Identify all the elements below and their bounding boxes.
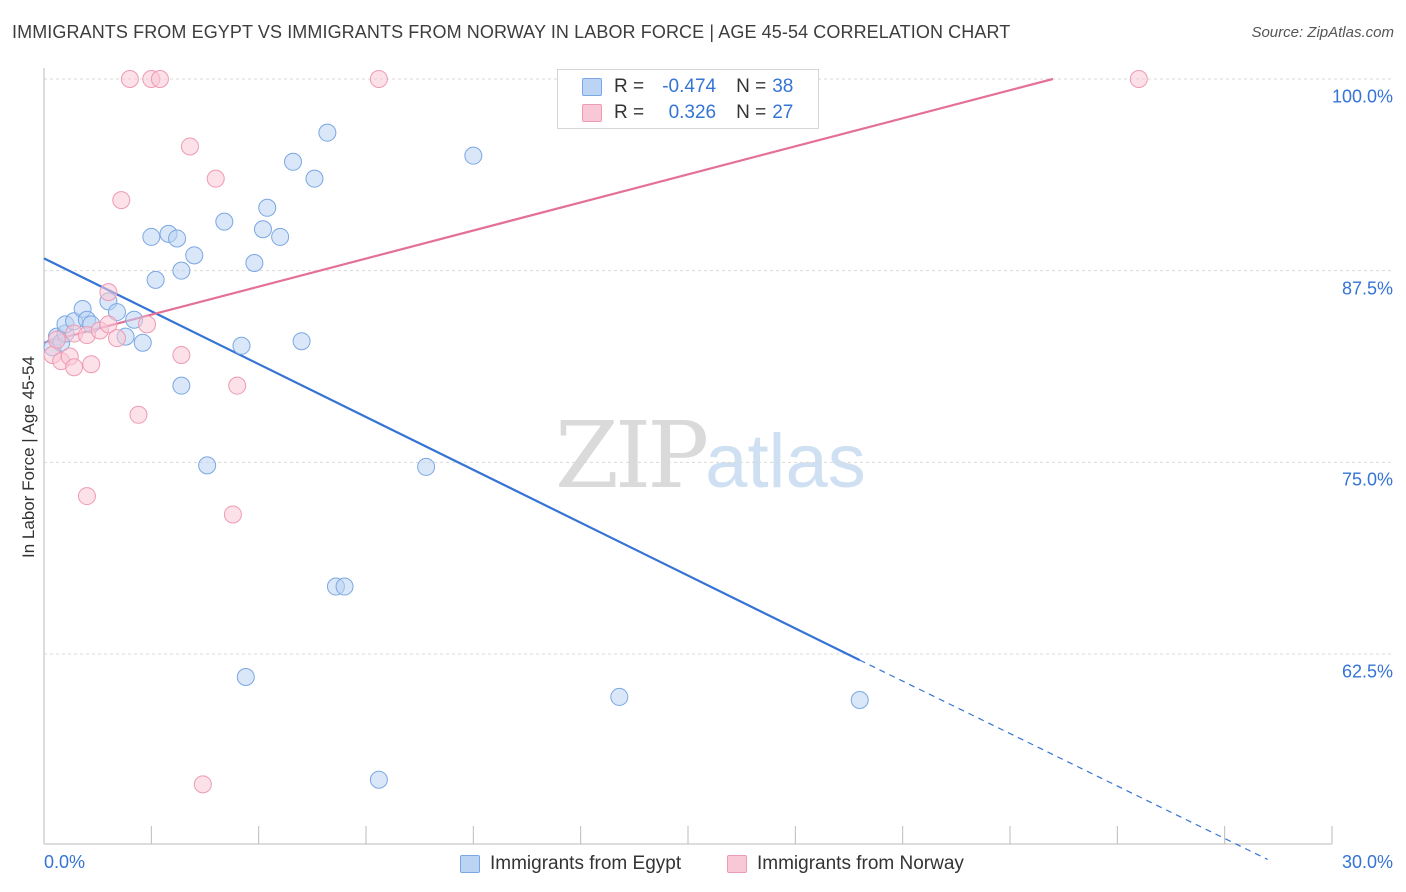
egypt-point bbox=[369, 770, 388, 789]
egypt-point bbox=[610, 687, 629, 706]
r-label: R = bbox=[614, 76, 645, 97]
egypt-point bbox=[417, 457, 436, 476]
norway-point bbox=[77, 487, 96, 506]
egypt-point bbox=[305, 169, 324, 188]
axes bbox=[43, 68, 1333, 845]
egypt-point bbox=[258, 198, 277, 217]
norway-point bbox=[99, 283, 118, 302]
egypt-point bbox=[185, 246, 204, 265]
norway-point bbox=[1129, 70, 1148, 88]
egypt-point bbox=[107, 303, 126, 322]
trendlines bbox=[43, 77, 1268, 861]
data-points bbox=[43, 70, 1148, 794]
legend-item-egypt[interactable]: Immigrants from Egypt bbox=[460, 852, 681, 876]
watermark-atlas: atlas bbox=[705, 419, 866, 504]
norway-point bbox=[82, 355, 101, 374]
norway-point bbox=[99, 315, 118, 334]
x-tick-label-max: 30.0% bbox=[1341, 852, 1393, 872]
egypt-point bbox=[236, 668, 255, 686]
egypt-point bbox=[168, 229, 187, 248]
norway-legend-swatch bbox=[727, 855, 747, 873]
norway-point bbox=[369, 70, 388, 88]
norway-point bbox=[112, 191, 131, 210]
stats-legend-row-norway: R = 0.326 N = 27 bbox=[582, 101, 813, 125]
y-axis-label: In Labor Force | Age 45-54 bbox=[19, 356, 38, 558]
egypt-point bbox=[245, 254, 264, 272]
egypt-point bbox=[284, 152, 303, 171]
r-value: -0.474 bbox=[662, 76, 717, 97]
n-label: N = bbox=[736, 76, 767, 97]
norway-swatch bbox=[582, 104, 602, 122]
norway-point bbox=[206, 169, 225, 188]
norway-point bbox=[228, 376, 247, 395]
egypt-legend-swatch bbox=[460, 855, 480, 873]
egypt-point bbox=[215, 212, 234, 231]
norway-point bbox=[223, 505, 242, 524]
stats-legend: R = -0.474 N = 38 R = 0.326 N = 27 bbox=[557, 69, 819, 129]
egypt-point bbox=[198, 456, 217, 475]
norway-legend-label: Immigrants from Norway bbox=[757, 853, 964, 874]
n-value: 27 bbox=[772, 102, 794, 123]
norway-point bbox=[172, 346, 191, 364]
r-value: 0.326 bbox=[668, 102, 717, 123]
stats-legend-row-egypt: R = -0.474 N = 38 bbox=[582, 75, 813, 99]
egypt-point bbox=[232, 336, 251, 355]
egypt-point bbox=[850, 691, 869, 709]
legend-item-norway[interactable]: Immigrants from Norway bbox=[727, 852, 964, 876]
norway-point bbox=[193, 775, 212, 794]
egypt-point bbox=[172, 261, 191, 280]
n-value: 38 bbox=[772, 76, 794, 97]
egypt-point bbox=[292, 332, 311, 351]
egypt-point bbox=[172, 376, 191, 395]
watermark: ZIPatlas bbox=[555, 402, 866, 509]
trendline-egypt-dashed bbox=[859, 659, 1268, 861]
norway-point bbox=[65, 358, 84, 377]
y-tick-label: 87.5% bbox=[1341, 278, 1393, 299]
y-tick-label: 62.5% bbox=[1341, 661, 1393, 682]
chart-title: IMMIGRANTS FROM EGYPT VS IMMIGRANTS FROM… bbox=[12, 22, 1011, 42]
egypt-legend-label: Immigrants from Egypt bbox=[490, 853, 682, 874]
n-label: N = bbox=[736, 102, 767, 123]
trendline-norway bbox=[43, 77, 1054, 344]
norway-point bbox=[150, 70, 169, 88]
norway-point bbox=[107, 329, 126, 348]
norway-point bbox=[120, 70, 139, 88]
x-tick-label-min: 0.0% bbox=[44, 852, 86, 872]
norway-point bbox=[138, 315, 157, 334]
egypt-point bbox=[253, 220, 272, 239]
watermark-zip: ZIP bbox=[555, 402, 709, 509]
source-credit: Source: ZipAtlas.com bbox=[1251, 24, 1394, 41]
egypt-point bbox=[146, 270, 165, 289]
egypt-swatch bbox=[582, 78, 602, 96]
egypt-point bbox=[464, 146, 483, 165]
y-tick-label: 75.0% bbox=[1341, 469, 1393, 490]
r-label: R = bbox=[614, 102, 645, 123]
egypt-point bbox=[271, 227, 290, 246]
norway-point bbox=[180, 137, 199, 156]
egypt-point bbox=[133, 333, 152, 352]
egypt-point bbox=[335, 577, 354, 596]
egypt-point bbox=[142, 227, 161, 246]
norway-point bbox=[129, 405, 148, 424]
y-tick-label: 100.0% bbox=[1331, 86, 1393, 107]
norway-point bbox=[47, 330, 66, 349]
trendline-egypt-solid bbox=[43, 257, 861, 662]
egypt-point bbox=[318, 123, 337, 142]
